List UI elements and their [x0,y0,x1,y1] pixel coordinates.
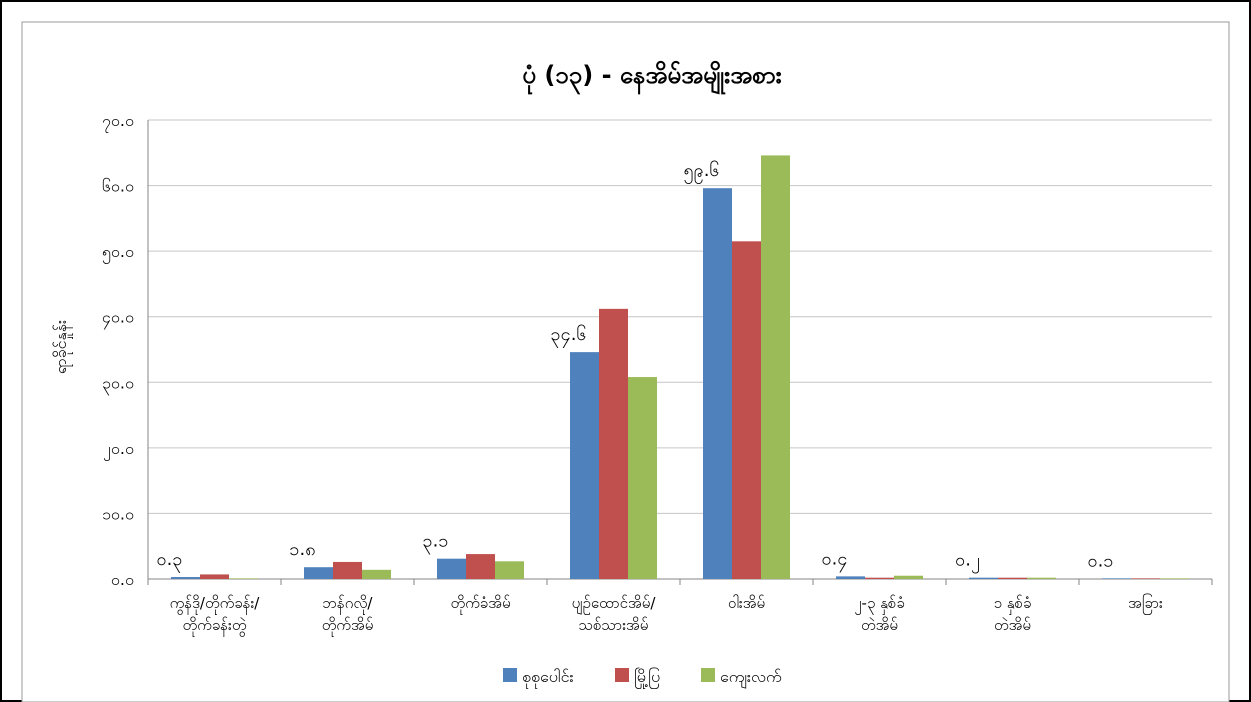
x-tick-labels: ကွန်ဒို/တိုက်ခန်း/တိုက်ခန်းတွဲဘန်ဂလို/တိ… [170,593,1163,637]
y-tick-label: ၂၀.၀ [103,439,134,461]
bar [836,576,865,579]
y-tick-label: ၇၀.၀ [102,111,134,133]
data-label: ၃၄.၆ [550,324,586,348]
bar [200,574,229,579]
gridlines [147,119,1213,585]
legend-swatch [615,668,629,682]
x-tick-label: တိုက်အိမ် [322,616,374,637]
legend-swatch [701,668,715,682]
bar [969,577,998,579]
bar [362,569,391,579]
x-tick-label: ဘန်ဂလို/ [323,594,374,615]
data-label: ၀.၁ [1088,550,1114,571]
data-label: ၀.၃ [157,549,183,573]
bar [304,567,333,579]
bar [599,308,628,579]
data-label: ၃.၁ [423,531,449,555]
legend: စုစုပေါင်း မြို့ပြ ကျေးလက် [503,667,782,689]
x-tick-label: အခြား [1128,593,1163,615]
bar [865,577,894,579]
bar [466,554,495,579]
bar [570,352,599,579]
y-tick-label: ၆၀.၀ [102,177,134,196]
x-tick-label: ဝါးအိမ် [728,594,765,612]
bar [437,558,466,579]
bars [171,155,1189,580]
bar [171,577,200,579]
bar [1160,578,1189,579]
x-tick-label: တဲအိမ် [861,616,898,634]
y-tick-label: ၃၀.၀ [102,373,134,395]
bar [703,188,732,580]
x-tick-label: သစ်သားအိမ် [579,616,649,634]
y-tick-labels: ၀.၀ ၁၀.၀ ၂၀.၀ ၃၀.၀ ၄၀.၀ ၅၀.၀ ၆၀.၀ ၇၀.၀ [102,111,134,589]
y-tick-label: ၄၀.၀ [102,308,134,330]
legend-swatch [503,668,517,682]
bar [894,575,923,579]
x-tick-label: ၂-၃ နှစ်ခံ [854,594,905,615]
data-label: ၁.၈ [289,539,315,560]
legend-label: စုစုပေါင်း [522,667,574,689]
bar [333,561,362,579]
bar [732,241,761,580]
data-labels: ၀.၃ ၁.၈ ၃.၁ ၃၄.၆ ၅၉.၆၀.၄ ၀.၂ ၀.၁ [157,160,1114,573]
data-label: ၅၉.၆ [683,160,719,184]
bar [628,377,657,579]
bar [229,578,258,579]
x-tick-label: ၁ နှစ်ခံ [994,594,1032,615]
x-tick-label: တဲအိမ် [994,616,1031,634]
bar [1027,577,1056,579]
bar [998,577,1027,579]
data-label: ၀.၂ [955,550,980,574]
data-label: ၀.၄ [822,548,848,572]
y-tick-label: ၅၀.၀ [102,242,134,264]
x-tick-label: တိုက်ခံအိမ် [450,594,510,615]
y-axis-label: ရာခိုင်နှုန်း [51,320,73,374]
bar [1102,578,1131,579]
bar [495,561,524,579]
legend-label: မြို့ပြ [634,667,660,689]
y-tick-label: ၁၀.၀ [102,504,134,523]
y-tick-label: ၀.၀ [111,570,134,589]
bar [1131,578,1160,579]
x-tick-label: ကွန်ဒို/တိုက်ခန်း/ [170,594,261,615]
x-tick-label: တိုက်ခန်းတွဲ [183,616,247,637]
x-tick-label: ပျဉ်ထောင်အိမ်/ [572,594,657,615]
legend-label: ကျေးလက် [720,667,782,689]
bar [761,155,790,579]
